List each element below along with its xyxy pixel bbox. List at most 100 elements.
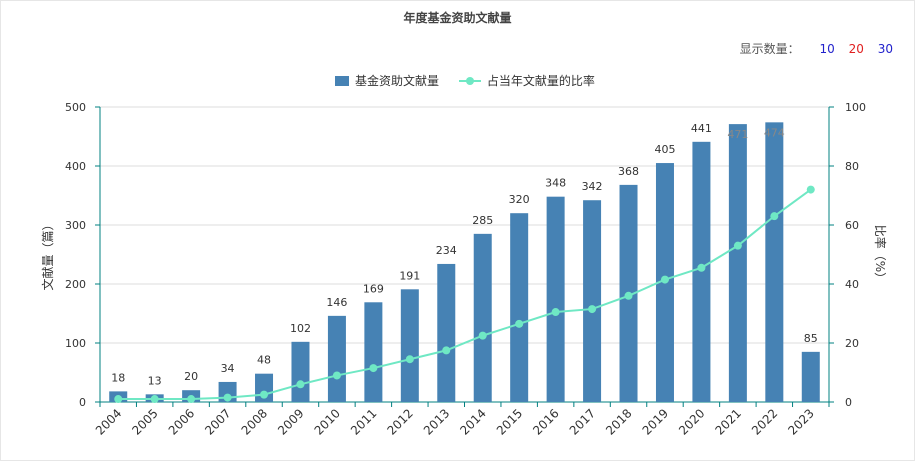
x-tick-label: 2017 [567,406,598,437]
ratio-point [478,331,487,340]
y-tick-label: 200 [65,278,86,291]
bar-value-label: 18 [111,371,125,384]
x-tick-label: 2023 [785,406,816,437]
bar-value-label: 20 [184,370,198,383]
y-tick-label: 400 [65,160,86,173]
ratio-point [733,241,742,250]
y2-tick-label: 80 [845,160,859,173]
y2-tick-label: 20 [845,337,859,350]
ratio-point [260,390,269,399]
y-tick-label: 0 [79,396,86,409]
bar-value-label: 342 [582,180,603,193]
bar [583,200,602,402]
bar-value-label: 348 [545,177,566,190]
x-tick-label: 2014 [457,406,488,437]
ratio-point [405,355,414,364]
count-option-30[interactable]: 30 [877,42,893,56]
bar [692,141,711,402]
legend-bar-label: 基金资助文献量 [355,74,440,88]
y-tick-label: 300 [65,219,86,232]
bar-value-label: 191 [399,269,420,282]
bar-value-label: 102 [290,322,311,335]
ratio-point [515,319,524,328]
bar-value-label: 405 [654,143,675,156]
bar [400,289,419,402]
bar-value-label: 471 [727,128,748,141]
y-tick-label: 100 [65,337,86,350]
x-tick-label: 2016 [530,406,561,437]
ratio-point [442,346,451,355]
bar [728,124,747,403]
bar-value-label: 48 [257,354,271,367]
bar [327,315,346,402]
bar-value-label: 320 [509,193,530,206]
x-tick-label: 2005 [129,406,160,437]
bar-value-label: 13 [148,374,162,387]
count-option-20[interactable]: 20 [848,42,864,56]
count-option-10[interactable]: 10 [819,42,835,56]
bar-value-label: 441 [691,122,712,135]
ratio-point [770,212,779,221]
y-tick-label: 500 [65,101,86,114]
x-tick-label: 2019 [640,406,671,437]
y2-tick-label: 60 [845,219,859,232]
ratio-point [660,275,669,284]
legend-line-label: 占当年文献量的比率 [486,74,595,88]
bar [510,213,529,402]
x-tick-label: 2011 [348,406,379,437]
x-tick-label: 2006 [166,406,197,437]
count-selector-label: 显示数量： [739,42,800,56]
count-selector: 显示数量： 10 20 30 [740,40,893,57]
ratio-point [332,371,341,380]
x-tick-label: 2013 [421,406,452,437]
bar [546,196,565,402]
ratio-point [296,380,305,389]
x-tick-label: 2018 [603,406,634,437]
ratio-point [551,308,560,317]
bar [291,341,310,402]
y2-tick-label: 0 [845,396,852,409]
bar-swatch-icon [335,75,349,86]
line-swatch-icon [458,76,481,86]
y2-tick-label: 40 [845,278,859,291]
bar-value-label: 285 [472,214,493,227]
bar [765,122,784,402]
ratio-point [697,263,706,272]
legend-item-bar[interactable]: 基金资助文献量 [335,72,439,89]
x-tick-label: 2008 [239,406,270,437]
bar-value-label: 368 [618,165,639,178]
bar-value-label: 34 [221,362,235,375]
ratio-point [369,364,378,373]
x-tick-label: 2012 [384,406,415,437]
x-tick-label: 2020 [676,406,707,437]
bar [437,263,456,402]
ratio-line [118,188,812,401]
y2-axis-title: 比率（%） [873,225,888,284]
ratio-point [624,291,633,300]
bar-value-label: 474 [764,126,785,139]
ratio-point [223,393,232,402]
x-tick-label: 2022 [749,406,780,437]
x-tick-label: 2015 [494,406,525,437]
legend-item-line[interactable]: 占当年文献量的比率 [458,72,595,89]
chart-title: 年度基金资助文献量 [403,11,512,25]
y2-tick-label: 100 [845,101,866,114]
bar-value-label: 146 [326,296,347,309]
x-tick-label: 2007 [202,406,233,437]
legend: 基金资助文献量 占当年文献量的比率 [335,72,611,89]
ratio-point [150,395,159,404]
y-axis-title: 文献量（篇） [40,218,55,290]
ratio-point [187,395,196,404]
x-tick-label: 2004 [93,406,124,437]
x-tick-label: 2009 [275,406,306,437]
bar [473,233,492,402]
ratio-point [806,185,815,194]
bar-value-label: 169 [363,282,384,295]
ratio-point [588,305,597,314]
bar [801,351,820,402]
ratio-point [114,395,123,404]
x-tick-label: 2021 [712,406,743,437]
bar [364,302,383,402]
bar-value-label: 85 [804,332,818,345]
